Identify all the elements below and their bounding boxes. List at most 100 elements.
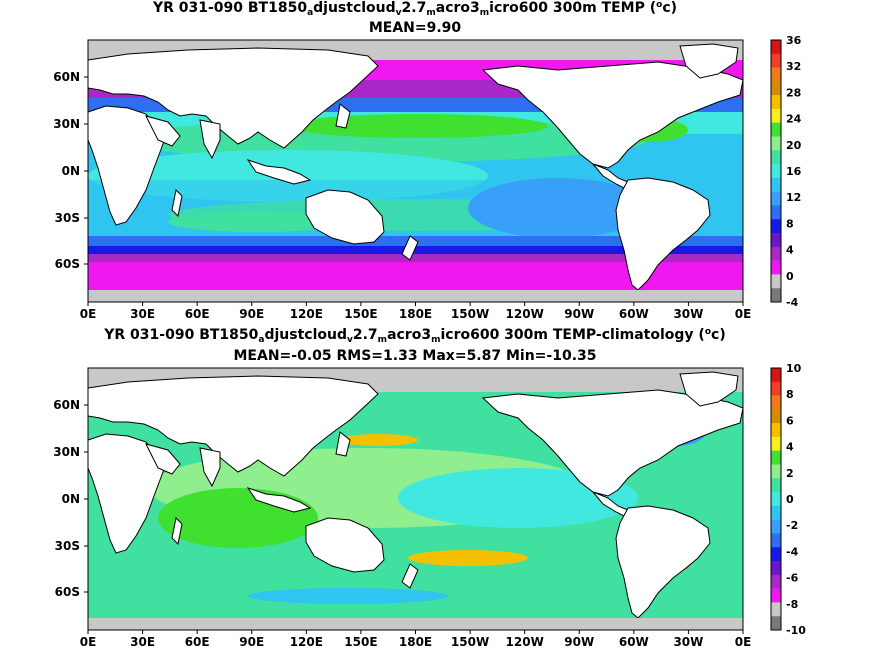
colorbar-frame <box>770 39 782 303</box>
colorbar-segment <box>771 260 781 275</box>
colorbar-label: -6 <box>786 572 799 585</box>
colorbar-segment <box>771 533 781 548</box>
colorbar-segment <box>771 436 781 452</box>
lon-label: 0E <box>80 307 97 321</box>
lon-label: 30E <box>130 635 155 649</box>
colorbar-segment <box>771 288 781 303</box>
colorbar-segment <box>771 274 781 289</box>
colorbar-segment <box>771 492 781 507</box>
colorbar-segment <box>771 602 781 617</box>
lon-label: 120W <box>506 307 544 321</box>
lon-label: 60W <box>619 307 649 321</box>
lon-label: 60W <box>619 635 649 649</box>
colorbar-segment <box>771 177 781 192</box>
colorbar-label: 24 <box>786 113 802 126</box>
colorbar-label: 36 <box>786 34 802 47</box>
lat-label: 60S <box>55 585 80 599</box>
colorbar-segment <box>771 108 781 124</box>
lat-label: 30N <box>53 445 80 459</box>
lat-label: 30N <box>53 117 80 131</box>
panel1-title: YR 031-090 BT1850adjustcloudv2.7macro3mi… <box>152 0 678 18</box>
colorbar-label: 2 <box>786 467 794 480</box>
colorbar-label: 10 <box>786 362 802 375</box>
lon-label: 180E <box>399 307 432 321</box>
colorbar-label: 12 <box>786 191 801 204</box>
colorbar-segment <box>771 423 781 438</box>
colorbar-segment <box>771 246 781 261</box>
panel1-stats: MEAN=9.90 <box>368 20 462 36</box>
colorbar-segment <box>771 574 781 589</box>
lon-label: 90W <box>564 307 594 321</box>
colorbar-segment <box>771 478 781 493</box>
colorbar-segment <box>771 381 781 396</box>
lat-label: 30S <box>55 211 80 225</box>
colorbar-label: 4 <box>786 441 794 454</box>
colorbar-label: -10 <box>786 624 806 637</box>
colorbar-label: 4 <box>786 244 794 257</box>
colorbar-segment <box>771 616 781 631</box>
colorbar-segment <box>771 53 781 68</box>
colorbar-segment <box>771 95 781 110</box>
colorbar-segment <box>771 368 781 383</box>
colorbar-segment <box>771 505 781 520</box>
colorbar-label: 32 <box>786 60 801 73</box>
lon-label: 90E <box>239 635 264 649</box>
lon-label: 150W <box>451 307 489 321</box>
colorbar-label: 0 <box>786 493 794 506</box>
lon-label: 150W <box>451 635 489 649</box>
colorbar-label: -2 <box>786 519 798 532</box>
lat-label: 30S <box>55 539 80 553</box>
colorbar-segment <box>771 122 781 137</box>
panel2-stats: MEAN=-0.05 RMS=1.33 Max=5.87 Min=-10.35 <box>233 348 597 364</box>
colorbar-segment <box>771 409 781 424</box>
colorbar-segment <box>771 191 781 206</box>
colorbar-segment <box>771 588 781 603</box>
colorbar-label: -4 <box>786 545 799 558</box>
lon-label: 90E <box>239 307 264 321</box>
lon-label: 60E <box>185 635 210 649</box>
colorbar-segment <box>771 450 781 465</box>
colorbar-segment <box>771 561 781 576</box>
lat-label: 60N <box>53 70 80 84</box>
panel2-map <box>87 367 744 631</box>
colorbar-segment <box>771 233 781 248</box>
colorbar-label: -8 <box>786 598 798 611</box>
lon-label: 150E <box>344 307 377 321</box>
colorbar-label: 6 <box>786 414 794 427</box>
lon-label: 60E <box>185 307 210 321</box>
colorbar-label: 8 <box>786 388 794 401</box>
colorbar-segment <box>771 395 781 410</box>
lat-label: 0N <box>62 164 80 178</box>
colorbar-segment <box>771 67 781 82</box>
lon-label: 0E <box>735 307 752 321</box>
axes-labels: 60N 30N 0N 30S 60S 0E 30E 60E 90E 120E 150E 180E 150… <box>53 70 751 649</box>
lon-label: 180E <box>399 635 432 649</box>
colorbar-label: -4 <box>786 296 799 309</box>
lon-label: 30W <box>673 635 703 649</box>
colorbar-segment <box>771 164 781 179</box>
lat-label: 60S <box>55 257 80 271</box>
lon-label: 90W <box>564 635 594 649</box>
lon-label: 120E <box>290 307 323 321</box>
lon-label: 0E <box>80 635 97 649</box>
colorbar-segment <box>771 81 781 96</box>
lat-label: 60N <box>53 398 80 412</box>
colorbar-segment <box>771 547 781 562</box>
colorbar-frame <box>770 367 782 631</box>
colorbar-label: 0 <box>786 270 794 283</box>
lon-label: 120W <box>506 635 544 649</box>
colorbar-segment <box>771 150 781 165</box>
colorbar-segment <box>771 136 781 151</box>
colorbar-segment <box>771 219 781 234</box>
panel1-map <box>87 39 744 303</box>
lon-label: 30E <box>130 307 155 321</box>
colorbar-label: 16 <box>786 165 802 178</box>
lon-label: 0E <box>735 635 752 649</box>
lon-label: 150E <box>344 635 377 649</box>
lon-label: 120E <box>290 635 323 649</box>
colorbar-segment <box>771 464 781 479</box>
colorbar-segment <box>771 40 781 55</box>
colorbar-label: 28 <box>786 86 801 99</box>
